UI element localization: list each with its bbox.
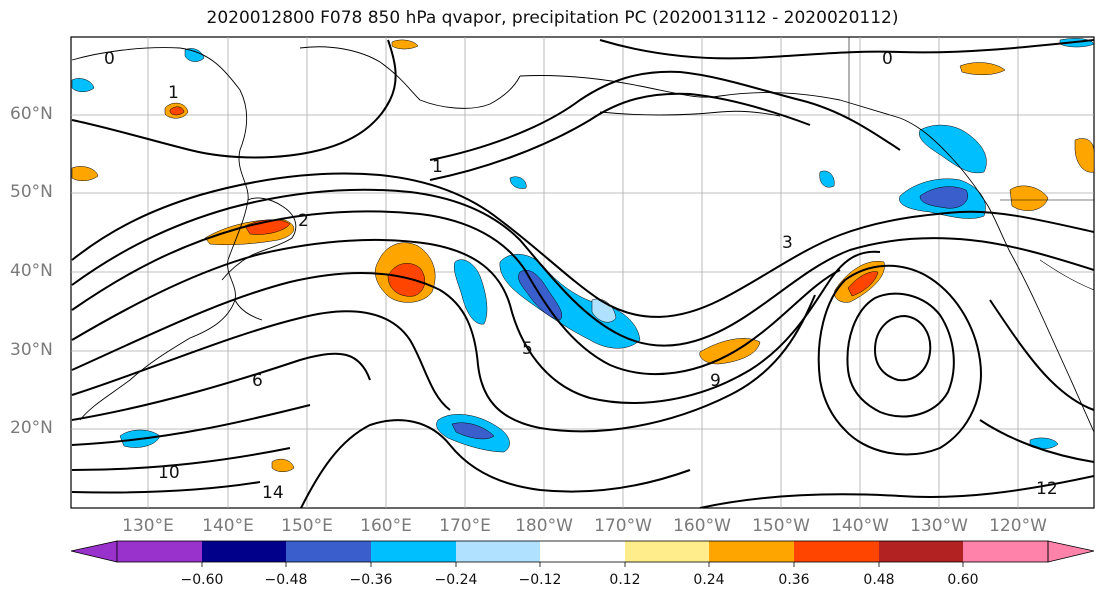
lon-label: 170°W bbox=[594, 516, 652, 536]
lon-label: 140°W bbox=[831, 516, 889, 536]
lon-label: 160°W bbox=[673, 516, 731, 536]
contour-labels: 0 0 1 1 2 3 5 6 9 10 12 14 bbox=[104, 49, 1058, 503]
colorbar-segment bbox=[963, 541, 1048, 562]
colorbar-segment bbox=[117, 541, 202, 562]
colorbar-tick: −0.60 bbox=[180, 572, 224, 588]
lat-label-60n: 60°N bbox=[10, 104, 53, 124]
lon-label: 120°W bbox=[989, 516, 1047, 536]
negative-anomaly-shading bbox=[71, 38, 1094, 453]
contour-label: 2 bbox=[298, 211, 309, 231]
colorbar-tick: 0.24 bbox=[693, 572, 725, 588]
colorbar-tick: −0.12 bbox=[518, 572, 562, 588]
colorbar-tick: 0.36 bbox=[778, 572, 810, 588]
contour-label: 3 bbox=[782, 233, 793, 253]
lat-label-30n: 30°N bbox=[10, 340, 53, 360]
contour-label: 9 bbox=[710, 371, 721, 391]
gridlines bbox=[71, 37, 1094, 508]
colorbar-segment bbox=[202, 541, 286, 562]
height-contours bbox=[71, 39, 1094, 508]
colorbar-segment bbox=[709, 541, 794, 562]
map-frame bbox=[70, 36, 1095, 509]
lon-label: 150°W bbox=[752, 516, 810, 536]
colorbar-segment bbox=[794, 541, 879, 562]
lon-label: 170°E bbox=[439, 516, 491, 536]
colorbar-segment bbox=[625, 541, 709, 562]
colorbar-tick: 0.48 bbox=[863, 572, 895, 588]
contour-label: 10 bbox=[158, 463, 180, 483]
colorbar-max-arrow bbox=[1047, 540, 1095, 563]
contour-label: 12 bbox=[1036, 479, 1058, 499]
lon-label: 150°E bbox=[281, 516, 333, 536]
contour-label: 1 bbox=[432, 157, 443, 177]
colorbar-tick: 0.12 bbox=[609, 572, 641, 588]
lon-label: 140°E bbox=[202, 516, 254, 536]
lat-label-40n: 40°N bbox=[10, 261, 53, 281]
lat-label-20n: 20°N bbox=[10, 418, 53, 438]
lon-label: 160°E bbox=[360, 516, 412, 536]
colorbar-segment bbox=[540, 541, 625, 562]
country-borders bbox=[848, 37, 1094, 291]
lon-label: 180°W bbox=[515, 516, 573, 536]
colorbar-tick: 0.60 bbox=[947, 572, 979, 588]
colorbar-segment bbox=[371, 541, 456, 562]
contour-label: 14 bbox=[262, 483, 284, 503]
contour-label: 1 bbox=[168, 83, 179, 103]
contour-label: 5 bbox=[522, 339, 533, 359]
lon-label: 130°E bbox=[122, 516, 174, 536]
colorbar-tick: −0.24 bbox=[434, 572, 478, 588]
colorbar-outline bbox=[116, 540, 1049, 563]
map-title: 2020012800 F078 850 hPa qvapor, precipit… bbox=[206, 8, 899, 28]
colorbar-tick: −0.48 bbox=[264, 572, 308, 588]
colorbar-tick: −0.36 bbox=[349, 572, 393, 588]
colorbar-segment bbox=[879, 541, 963, 562]
contour-label: 0 bbox=[882, 49, 893, 69]
colorbar-segment bbox=[456, 541, 540, 562]
contour-label: 6 bbox=[252, 371, 263, 391]
positive-anomaly-shading bbox=[71, 39, 1094, 472]
colorbar-min-arrow bbox=[70, 540, 118, 563]
colorbar-segment bbox=[286, 541, 371, 562]
lat-label-50n: 50°N bbox=[10, 182, 53, 202]
colorbar-segments bbox=[70, 540, 1095, 567]
contour-label: 0 bbox=[104, 49, 115, 69]
lon-label: 130°W bbox=[910, 516, 968, 536]
